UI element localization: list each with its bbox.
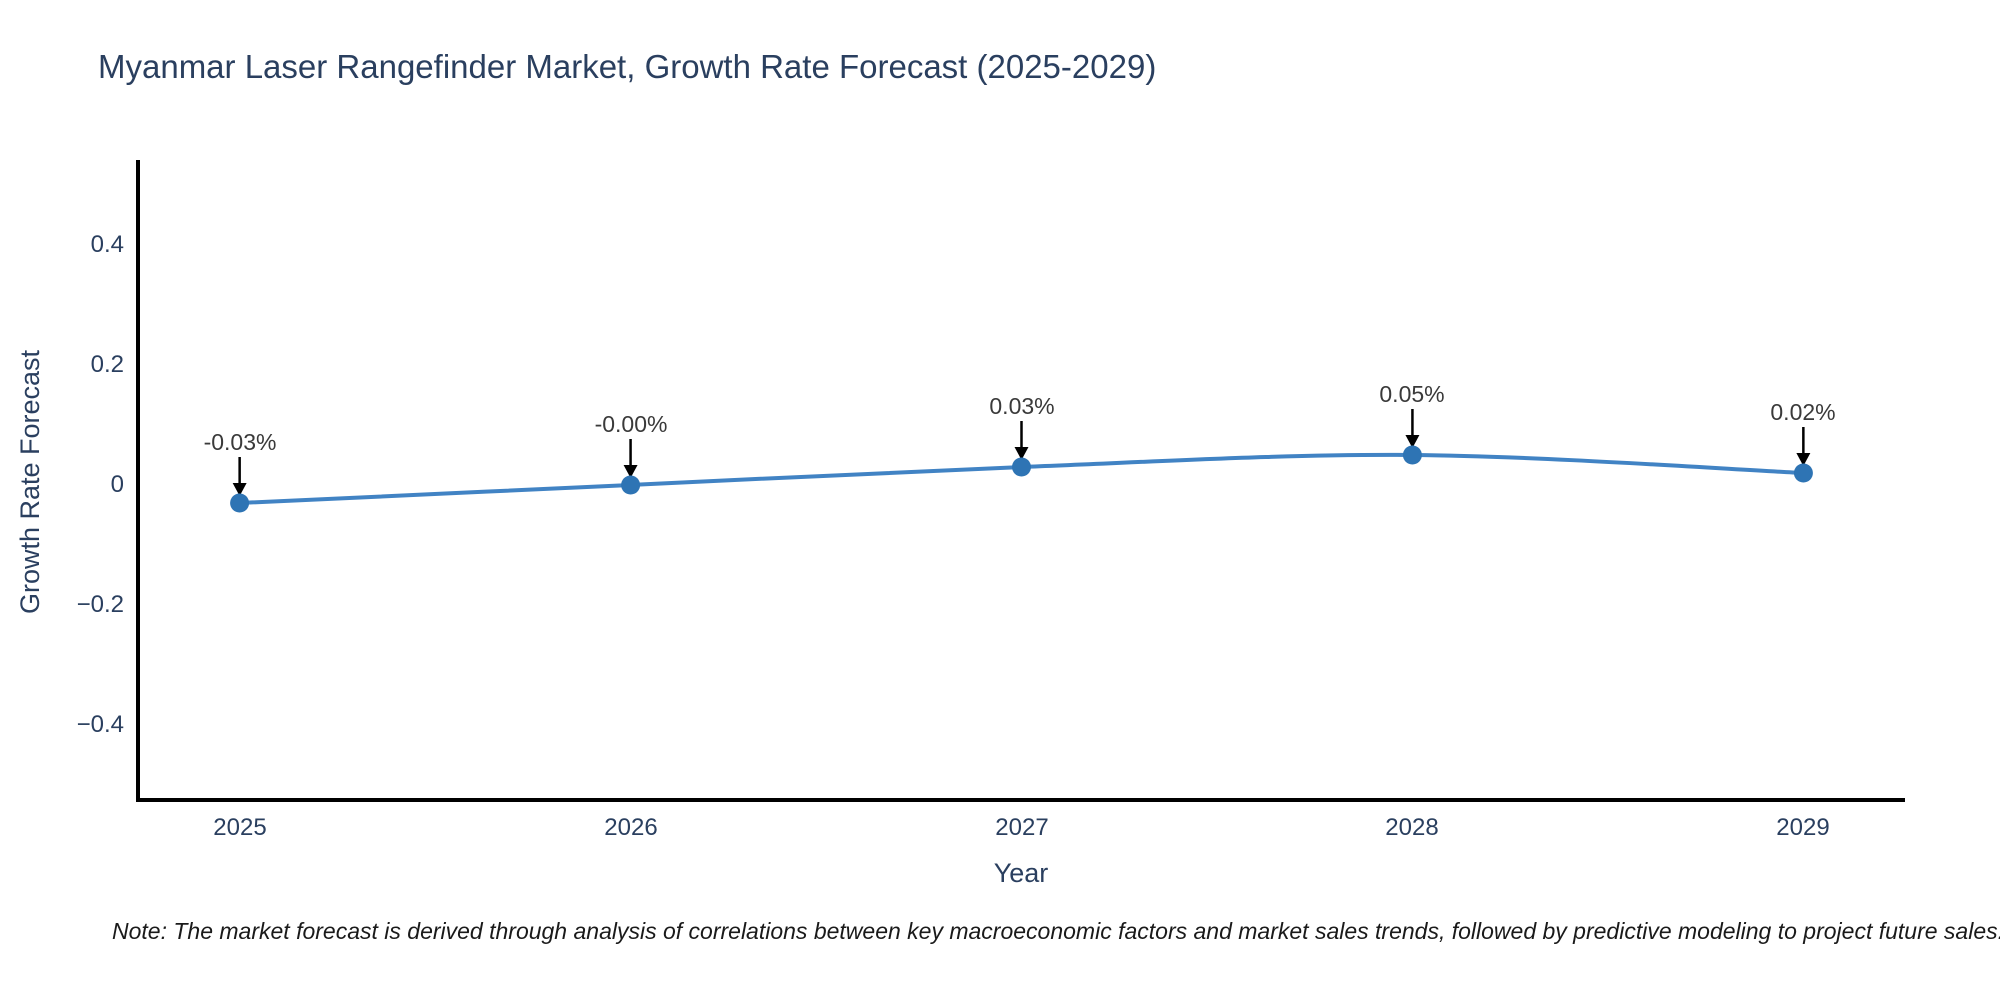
x-axis-title: Year [993, 858, 1049, 888]
data-point-marker[interactable] [230, 493, 250, 513]
y-tick-label: 0 [110, 471, 124, 498]
data-point-marker[interactable] [1402, 445, 1422, 465]
y-tick-label: 0.4 [90, 231, 124, 258]
data-point-marker[interactable] [1793, 463, 1813, 483]
point-annotation-label: 0.03% [989, 393, 1055, 419]
data-point-marker[interactable] [1012, 457, 1031, 477]
point-annotation-label: 0.02% [1770, 399, 1836, 425]
y-tick-label: −0.2 [76, 591, 124, 618]
point-annotation-label: -0.03% [203, 429, 277, 455]
chart-title: Myanmar Laser Rangefinder Market, Growth… [98, 48, 1157, 85]
y-tick-label: 0.2 [90, 351, 124, 378]
x-tick-label: 2028 [1385, 814, 1439, 841]
series-markers [230, 445, 1813, 513]
annotation-arrowhead-icon [232, 483, 247, 496]
annotation-arrowhead-icon [1014, 447, 1029, 460]
plot-area[interactable] [138, 160, 1905, 800]
annotation-arrowhead-icon [623, 465, 638, 478]
point-annotation-label: -0.00% [594, 411, 668, 437]
footnote: Note: The market forecast is derived thr… [112, 918, 2000, 944]
x-tick-label: 2026 [604, 814, 658, 841]
x-tick-label: 2027 [995, 814, 1049, 841]
y-tick-label: −0.4 [76, 711, 124, 738]
x-tick-label: 2029 [1776, 814, 1830, 841]
x-tick-label: 2025 [213, 814, 267, 841]
annotation-arrowhead-icon [1796, 453, 1811, 466]
annotation-arrows [232, 409, 1811, 496]
data-point-marker[interactable] [621, 475, 641, 495]
annotation-arrowhead-icon [1405, 435, 1420, 448]
point-annotation-label: 0.05% [1379, 381, 1445, 407]
